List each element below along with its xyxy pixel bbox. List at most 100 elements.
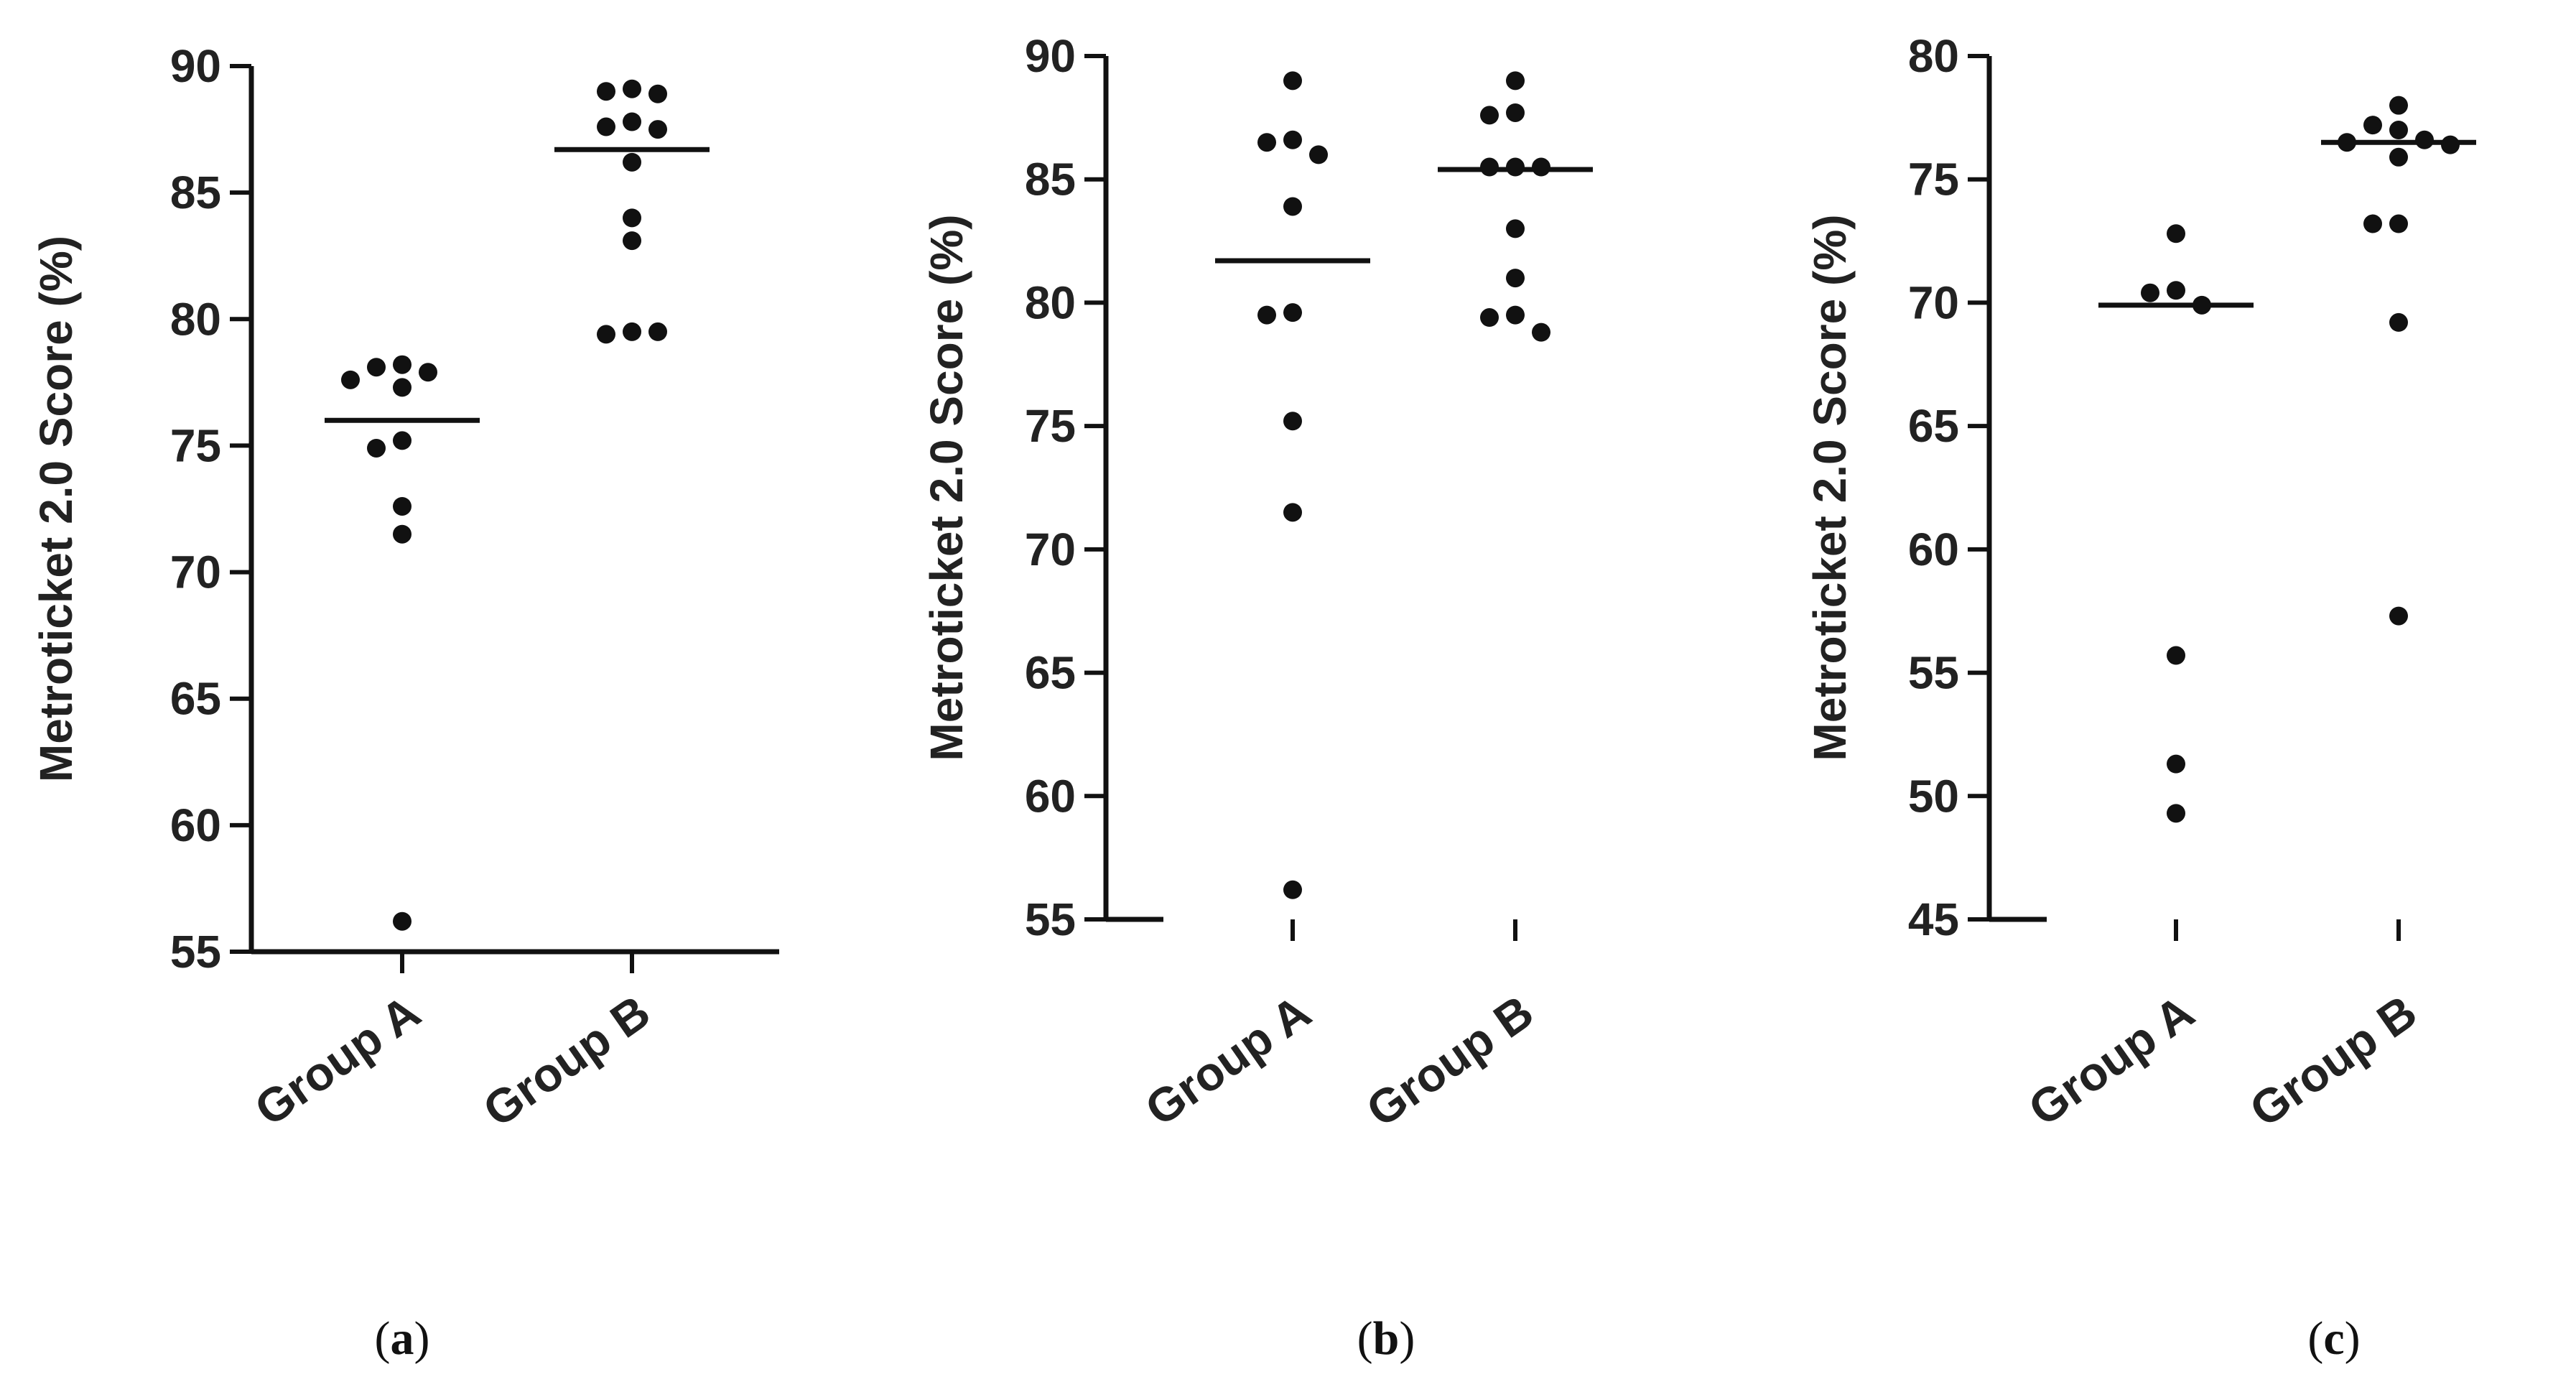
data-point — [623, 322, 641, 341]
data-point — [393, 355, 411, 374]
data-point — [2167, 224, 2185, 243]
data-point — [1283, 71, 1302, 91]
data-point — [1480, 106, 1499, 125]
data-point — [1309, 145, 1328, 164]
data-point — [1283, 303, 1302, 323]
data-point — [2415, 130, 2434, 149]
y-tick-label: 70 — [1025, 524, 1076, 575]
data-point — [2338, 133, 2356, 152]
x-category-label: Group A — [1135, 985, 1320, 1136]
data-point — [2167, 754, 2185, 774]
y-tick-label: 85 — [170, 167, 221, 218]
x-category-label: Group B — [1357, 985, 1543, 1137]
data-point — [2193, 295, 2211, 315]
y-tick-label: 55 — [1908, 647, 1959, 699]
panel-label: (a) — [375, 1312, 430, 1365]
y-tick-label: 65 — [1908, 400, 1959, 452]
data-point — [648, 322, 667, 341]
y-tick-label: 60 — [1025, 770, 1076, 822]
data-point — [2441, 135, 2460, 154]
data-point — [623, 79, 641, 98]
y-tick-label: 75 — [170, 419, 221, 471]
y-tick-label: 45 — [1908, 894, 1959, 945]
y-tick-label: 50 — [1908, 770, 1959, 822]
data-point — [1480, 308, 1499, 328]
data-point — [1283, 197, 1302, 216]
data-point — [1532, 157, 1550, 177]
data-point — [1506, 103, 1525, 122]
y-tick-label: 55 — [170, 926, 221, 978]
data-point — [2363, 116, 2382, 135]
y-tick-label: 80 — [170, 293, 221, 345]
y-tick-label: 70 — [1908, 277, 1959, 328]
data-point — [2389, 147, 2408, 167]
y-tick-label: 75 — [1908, 154, 1959, 205]
data-point — [393, 911, 411, 931]
panel-a: 55 60 65 70 75 80 85 90 Metroticket 2.0 Score (%… — [30, 40, 779, 1365]
data-point — [1283, 503, 1302, 522]
data-point — [1506, 269, 1525, 288]
y-tick-label: 90 — [1025, 30, 1076, 82]
y-tick-label: 75 — [1025, 400, 1076, 452]
data-point — [623, 152, 641, 172]
data-point — [419, 363, 437, 382]
data-point — [367, 438, 386, 458]
data-point — [393, 431, 411, 450]
y-tick-label: 60 — [170, 799, 221, 851]
data-point — [2167, 281, 2185, 300]
data-point — [2389, 96, 2408, 115]
data-point — [597, 325, 615, 344]
x-category-label: Group B — [2240, 985, 2426, 1137]
y-tick-label: 80 — [1025, 277, 1076, 328]
data-point — [648, 84, 667, 103]
data-point — [1257, 133, 1276, 152]
data-point — [597, 82, 615, 101]
y-axis-title: Metroticket 2.0 Score (%) — [921, 214, 972, 761]
data-point — [1506, 157, 1525, 177]
data-point — [2389, 121, 2408, 140]
panel-label: (c) — [2307, 1312, 2360, 1365]
data-point — [623, 231, 641, 251]
panel-label: (b) — [1357, 1312, 1415, 1365]
panel-c: 45 50 55 60 65 70 75 80 Metroticket 2.0 Score (%… — [1804, 30, 2476, 1365]
y-tick-label: 80 — [1908, 30, 1959, 82]
y-tick-label: 65 — [1025, 647, 1076, 699]
data-point — [2389, 312, 2408, 332]
data-point — [2141, 283, 2159, 302]
data-point — [2389, 214, 2408, 233]
data-point — [367, 358, 386, 377]
y-tick-label: 55 — [1025, 894, 1076, 945]
data-point — [1532, 323, 1550, 342]
data-point — [393, 496, 411, 516]
y-axis-title: Metroticket 2.0 Score (%) — [1804, 214, 1856, 761]
data-point — [597, 117, 615, 136]
data-point — [393, 524, 411, 544]
data-point — [1283, 880, 1302, 899]
y-tick-label: 65 — [170, 673, 221, 725]
y-tick-label: 85 — [1025, 154, 1076, 205]
data-point — [1506, 71, 1525, 91]
y-tick-label: 70 — [170, 547, 221, 598]
data-point — [2167, 804, 2185, 823]
data-point — [1257, 305, 1276, 325]
y-tick-label: 60 — [1908, 524, 1959, 575]
panel-b: 55 60 65 70 75 80 85 90 Metroticket 2.0 Score (%… — [921, 30, 1593, 1365]
data-point — [623, 208, 641, 228]
data-point — [2167, 646, 2185, 665]
data-point — [648, 120, 667, 139]
data-point — [1506, 219, 1525, 238]
data-point — [623, 112, 641, 131]
data-point — [1480, 157, 1499, 177]
y-axis-title: Metroticket 2.0 Score (%) — [30, 236, 82, 782]
data-point — [341, 370, 360, 389]
data-point — [1506, 305, 1525, 325]
data-point — [1283, 130, 1302, 149]
data-point — [393, 378, 411, 397]
y-tick-label: 90 — [170, 40, 221, 92]
data-point — [1283, 412, 1302, 431]
data-point — [2389, 606, 2408, 626]
x-category-label: Group A — [245, 985, 429, 1136]
x-category-label: Group A — [2019, 985, 2203, 1136]
x-category-label: Group B — [473, 985, 659, 1137]
